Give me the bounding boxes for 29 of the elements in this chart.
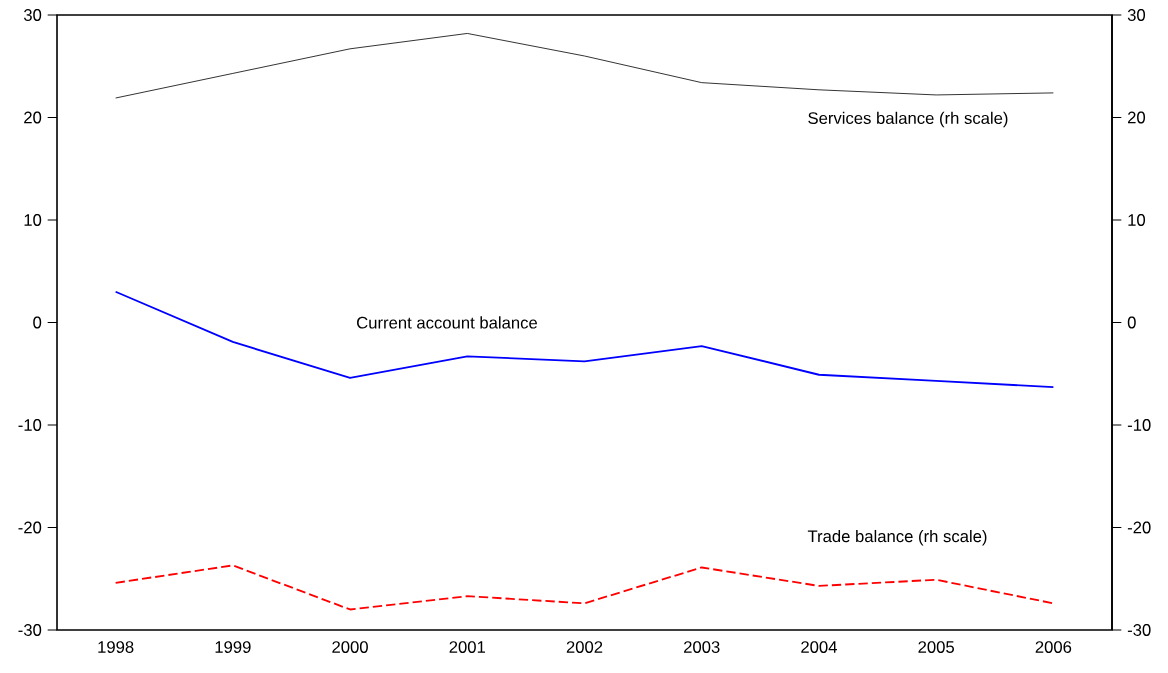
line-series	[115, 33, 1054, 99]
y-tick-label: 0	[1127, 316, 1136, 329]
text: Trade balance (rh scale)	[807, 529, 987, 546]
y2-tick-label: -30	[18, 624, 42, 636]
y2-tick-label: 0	[33, 316, 42, 329]
y2-tick-label: -20	[18, 521, 42, 534]
x-tick-label: 2001	[449, 641, 485, 653]
y2-tick-label: 30	[23, 9, 42, 21]
x-tick-label: 2000	[332, 641, 368, 653]
series-label: Current account balance	[357, 316, 537, 329]
y-tick-label: -30	[1127, 624, 1151, 636]
y2-tick-label: 20	[24, 111, 42, 124]
x-tick-label: 2004	[801, 641, 837, 653]
y-tick-label: -20	[1127, 521, 1151, 534]
y2-tick-label: 10	[24, 214, 42, 226]
x-tick-label: 2005	[918, 641, 954, 653]
x-tick-label: 2003	[684, 641, 720, 653]
y-tick-label: -10	[1127, 419, 1151, 431]
series-label: Services balance (rh scale)	[808, 111, 1008, 128]
y-tick-label: 10	[1128, 214, 1146, 226]
x-tick-label: 1999	[215, 641, 251, 653]
x-tick-label: 2006	[1035, 641, 1072, 653]
line-series	[114, 564, 1055, 611]
y2-tick-label: -10	[18, 419, 42, 431]
line-series	[114, 290, 1055, 389]
x-tick-label: 2002	[566, 641, 603, 653]
y-tick-label: 30	[1127, 9, 1146, 21]
x-tick-label: 1998	[98, 641, 134, 653]
y-tick-label: 20	[1128, 111, 1146, 124]
